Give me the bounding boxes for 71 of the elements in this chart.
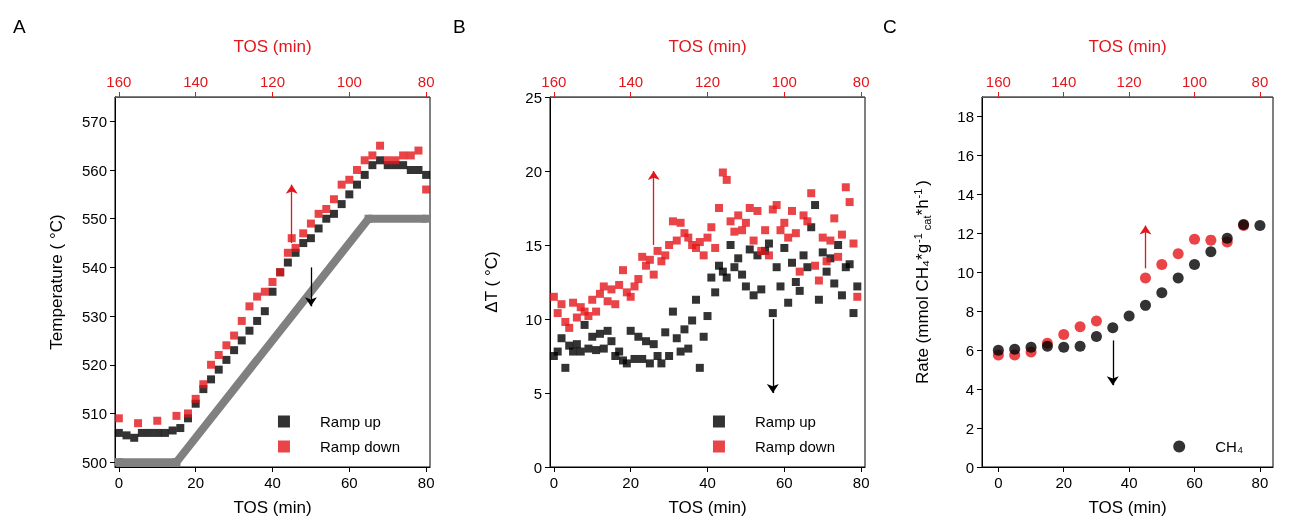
x2-tick-label: 140 xyxy=(618,73,644,90)
x2-tick-label: 120 xyxy=(1116,73,1142,90)
y-tick-label: 560 xyxy=(81,161,107,179)
y-tick-label: 10 xyxy=(957,263,974,281)
y-tick-label: 5 xyxy=(533,384,542,402)
y-tick-label: 16 xyxy=(957,146,974,164)
x2-axis-title: TOS (min) xyxy=(668,37,747,56)
x-axis-title: TOS (min) xyxy=(233,498,312,517)
x2-tick-label: 140 xyxy=(183,73,209,90)
legend-label: Ramp up xyxy=(319,413,381,430)
x2-axis-title: TOS (min) xyxy=(233,37,312,56)
y-tick-label: 6 xyxy=(965,341,974,359)
x-tick-label: 80 xyxy=(1251,474,1269,491)
x2-tick-label: 160 xyxy=(106,73,132,90)
y-tick-label: 8 xyxy=(965,302,974,320)
x2-tick-label: 80 xyxy=(417,73,435,90)
x-tick-label: 20 xyxy=(1055,474,1073,491)
x2-tick-label: 100 xyxy=(771,73,797,90)
y-axis-title: Rate (mmol CH₄*g-1cat*h-1) xyxy=(911,179,933,385)
x2-tick-label: 80 xyxy=(1251,73,1269,90)
x2-tick-label: 120 xyxy=(259,73,286,90)
y-tick-label: 500 xyxy=(81,453,107,471)
y-tick-label: 12 xyxy=(957,224,974,242)
x-tick-label: 60 xyxy=(775,474,793,491)
y-tick-label: 2 xyxy=(965,419,974,437)
y-tick-label: 25 xyxy=(525,88,542,106)
x-tick-label: 40 xyxy=(1120,474,1138,491)
x2-tick-label: 160 xyxy=(541,73,567,90)
y-tick-label: 18 xyxy=(957,107,974,125)
x2-tick-label: 100 xyxy=(336,73,362,90)
y-tick-label: 10 xyxy=(525,310,542,328)
y-tick-label: 14 xyxy=(957,185,974,203)
legend-label: Ramp down xyxy=(754,438,836,455)
x2-tick-label: 100 xyxy=(1182,73,1208,90)
y-axis-title: Temperature ( °C) xyxy=(47,214,66,350)
x2-tick-label: 80 xyxy=(852,73,870,90)
y-tick-label: 550 xyxy=(81,210,107,228)
legend-label: Ramp down xyxy=(319,438,401,455)
legend-label: CH₄ xyxy=(1215,438,1244,455)
x-tick-label: 80 xyxy=(852,474,870,491)
x-tick-label: 0 xyxy=(994,474,1003,491)
y-tick-label: 540 xyxy=(81,258,107,276)
x-tick-label: 40 xyxy=(264,474,281,491)
x-axis-title: TOS (min) xyxy=(1088,498,1167,517)
x2-axis-title: TOS (min) xyxy=(1088,37,1167,56)
x-tick-label: 20 xyxy=(622,474,640,491)
legend-label: Ramp up xyxy=(754,413,816,430)
y-tick-label: 570 xyxy=(81,112,107,130)
y-tick-label: 520 xyxy=(81,356,107,374)
x-tick-label: 60 xyxy=(340,474,358,491)
y-tick-label: 15 xyxy=(525,236,542,254)
x-tick-label: 80 xyxy=(417,474,435,491)
chart-title: A xyxy=(13,16,26,37)
x-tick-label: 40 xyxy=(699,474,716,491)
y-axis-title: ΔT ( °C) xyxy=(482,251,501,313)
x-tick-label: 20 xyxy=(187,474,205,491)
x-tick-label: 0 xyxy=(549,474,559,491)
y-tick-label: 0 xyxy=(533,458,542,476)
x2-tick-label: 160 xyxy=(985,73,1011,90)
chart-title: B xyxy=(453,16,466,37)
x2-tick-label: 140 xyxy=(1051,73,1077,90)
chart-title: C xyxy=(883,16,897,37)
y-tick-label: 530 xyxy=(81,307,107,325)
x-axis-title: TOS (min) xyxy=(668,498,747,517)
y-tick-label: 510 xyxy=(81,404,107,422)
y-tick-label: 4 xyxy=(965,380,974,398)
x-tick-label: 60 xyxy=(1186,474,1203,491)
x2-tick-label: 120 xyxy=(694,73,721,90)
y-tick-label: 20 xyxy=(525,162,542,180)
y-tick-label: 0 xyxy=(965,458,974,476)
x-tick-label: 0 xyxy=(114,474,124,491)
